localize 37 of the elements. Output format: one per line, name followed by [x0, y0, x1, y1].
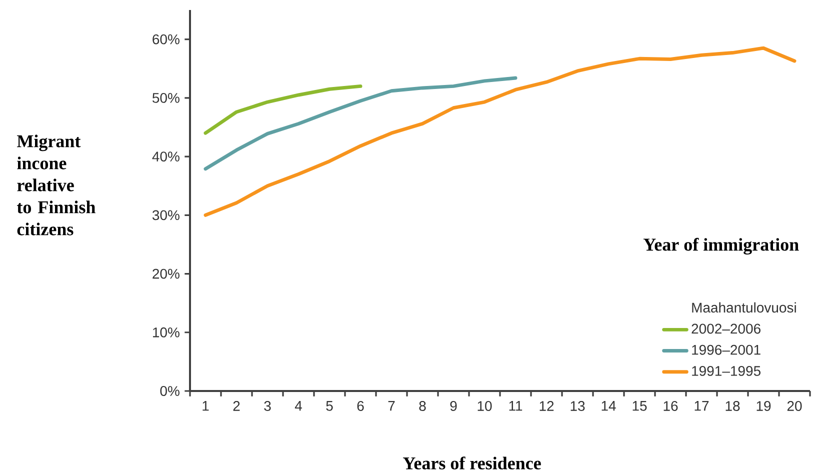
legend-title: Maahantulovuosi [692, 302, 796, 313]
y-tick-label: 30% [152, 210, 180, 220]
x-tick-label: 9 [450, 401, 457, 411]
legend-label: 1996–2001 [692, 344, 760, 355]
line-series [204, 76, 518, 171]
x-tick-label: 7 [388, 401, 395, 411]
y-tick-label: 0% [160, 386, 180, 396]
x-tick-label: 17 [694, 401, 709, 411]
x-tick-label: 11 [509, 401, 522, 411]
x-tick-label: 18 [726, 401, 740, 411]
annotation: Year of immigration [643, 238, 799, 255]
x-tick-label: 4 [294, 401, 302, 411]
y-axis-title: Migrant incone relative to Finnish citizens [17, 134, 96, 236]
y-tick-label: 40% [152, 152, 180, 162]
x-tick-label: 1 [202, 401, 209, 411]
x-tick-label: 5 [326, 401, 333, 411]
x-tick-label: 8 [419, 401, 426, 411]
y-tick-label: 60% [152, 34, 180, 44]
x-tick-label: 16 [664, 401, 678, 411]
x-tick-label: 10 [478, 401, 492, 411]
y-tick-label: 20% [152, 268, 180, 279]
line-series [204, 46, 796, 217]
x-tick-label: 3 [264, 401, 271, 411]
x-tick-label: 15 [632, 401, 647, 411]
legend-label: 1991–1995 [692, 366, 760, 376]
x-tick-label: 14 [602, 401, 616, 411]
x-tick-label: 13 [570, 401, 585, 411]
y-tick-label: 10% [153, 327, 180, 338]
x-tick-label: 12 [540, 401, 554, 411]
x-tick-label: 2 [233, 401, 240, 411]
legend-label: 2002–2006 [692, 324, 760, 334]
y-tick-label: 50% [152, 92, 180, 103]
line-series [204, 84, 362, 135]
x-axis-title: Years of residence [403, 456, 541, 470]
x-tick-label: 20 [787, 401, 802, 411]
x-tick-label: 19 [756, 401, 771, 411]
x-tick-label: 6 [357, 401, 364, 411]
